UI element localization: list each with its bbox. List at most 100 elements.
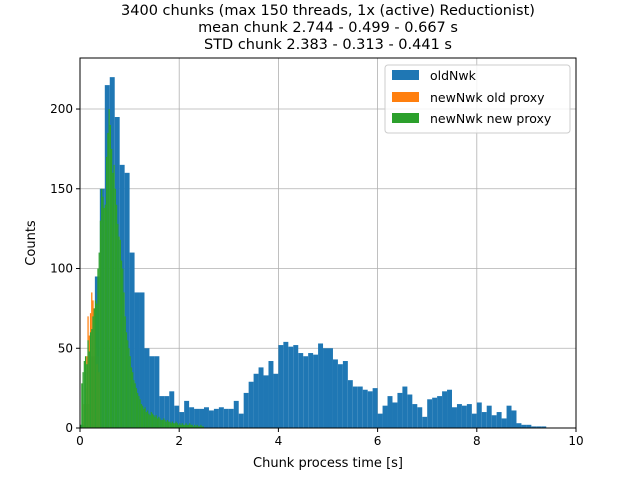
histogram-bar [189, 407, 195, 428]
x-tick-label: 6 [374, 434, 382, 448]
histogram-bar [158, 416, 160, 428]
histogram-bar [476, 402, 482, 428]
histogram-bar [318, 343, 324, 428]
histogram-bar [278, 345, 284, 428]
histogram-bar [526, 424, 532, 428]
histogram-bar [531, 426, 537, 428]
chart-title-line-1: 3400 chunks (max 150 threads, 1x (active… [121, 3, 535, 19]
histogram-bar [387, 396, 393, 428]
histogram-bar [171, 421, 173, 428]
legend-entry-oldnwk: oldNwk [392, 68, 477, 83]
histogram-bar [175, 421, 177, 428]
histogram-bar [181, 423, 183, 428]
histogram-bar [377, 413, 383, 428]
histogram-bar [442, 391, 448, 428]
histogram-bar [124, 172, 130, 428]
histogram-bar [138, 396, 140, 428]
histogram-bar [238, 413, 244, 428]
x-tick-label: 8 [473, 434, 481, 448]
histogram-bar [139, 399, 141, 428]
histogram-bars [80, 77, 547, 429]
histogram-bar [169, 421, 171, 428]
histogram-bar [263, 375, 269, 428]
histogram-bar [153, 415, 155, 428]
histogram-bar [135, 388, 138, 428]
y-tick-label: 100 [50, 262, 73, 276]
histogram-bar [452, 407, 457, 428]
histogram-bar [347, 380, 353, 428]
y-tick-label: 200 [50, 102, 73, 116]
histogram-bar [120, 260, 123, 428]
histogram-bar [150, 412, 152, 428]
histogram-bar [117, 223, 119, 428]
histogram-bar [154, 416, 156, 428]
histogram-bar [82, 372, 84, 428]
histogram-bar [179, 423, 181, 428]
histogram-bar [124, 316, 126, 428]
histogram-bar [94, 300, 97, 428]
histogram-bar [145, 412, 147, 428]
histogram-bar [456, 404, 462, 428]
histogram-bar [199, 408, 204, 428]
histogram-bar [189, 423, 191, 428]
histogram-bar [313, 354, 319, 428]
histogram-bar [293, 345, 299, 428]
histogram-bar [133, 380, 135, 428]
histogram-bar [164, 420, 166, 428]
histogram-bar [170, 423, 172, 428]
histogram-bar [200, 424, 202, 428]
histogram-bar [106, 156, 108, 428]
histogram-bar [432, 397, 438, 428]
histogram-bar [407, 394, 413, 428]
histogram-bar [213, 408, 219, 428]
histogram-bar [218, 407, 224, 428]
histogram-bar [427, 399, 433, 428]
histogram-bar [194, 408, 200, 428]
histogram-bar [108, 109, 110, 428]
histogram-bar [268, 361, 274, 428]
histogram-bar [180, 424, 182, 428]
histogram-bar [417, 407, 423, 428]
histogram-bar [159, 396, 165, 428]
histogram-bar [228, 408, 234, 428]
chart-legend: oldNwk newNwk old proxy newNwk new proxy [384, 64, 571, 134]
histogram-bar [91, 329, 93, 428]
histogram-bar [491, 415, 497, 428]
histogram-bar [422, 416, 428, 428]
histogram-bar [109, 124, 111, 428]
histogram-bar [142, 405, 144, 428]
histogram-bar [128, 348, 130, 428]
histogram-bar [511, 410, 517, 428]
histogram-bar [148, 413, 150, 428]
histogram-bar [233, 400, 239, 428]
histogram-bar [185, 423, 187, 428]
histogram-bar [179, 412, 185, 428]
legend-swatch-newnwk-new-proxy [392, 113, 419, 123]
histogram-bar [144, 348, 150, 428]
histogram-bar [114, 188, 116, 428]
legend-label-newnwk-new-proxy: newNwk new proxy [430, 111, 552, 126]
histogram-bar [125, 332, 128, 428]
histogram-bar [223, 408, 229, 428]
histogram-bar [144, 407, 146, 428]
histogram-bar [98, 252, 100, 428]
histogram-bar [187, 424, 190, 428]
histogram-bar [83, 361, 85, 428]
histogram-bar [174, 405, 180, 428]
x-tick-label: 0 [76, 434, 84, 448]
histogram-bar [112, 172, 114, 428]
histogram-bar [196, 424, 198, 428]
x-tick-label: 4 [275, 434, 283, 448]
plot-frame [79, 57, 577, 429]
histogram-bar [101, 188, 103, 428]
histogram-bar [194, 424, 196, 428]
histogram-bar [342, 361, 348, 428]
histogram-bar [149, 356, 155, 428]
histogram-bar [134, 383, 136, 428]
histogram-bar [367, 391, 373, 428]
histogram-bar [486, 405, 492, 428]
histogram-bar [113, 164, 115, 428]
histogram-bar [103, 207, 105, 428]
histogram-bar [155, 415, 157, 428]
histogram-bar [199, 426, 201, 428]
